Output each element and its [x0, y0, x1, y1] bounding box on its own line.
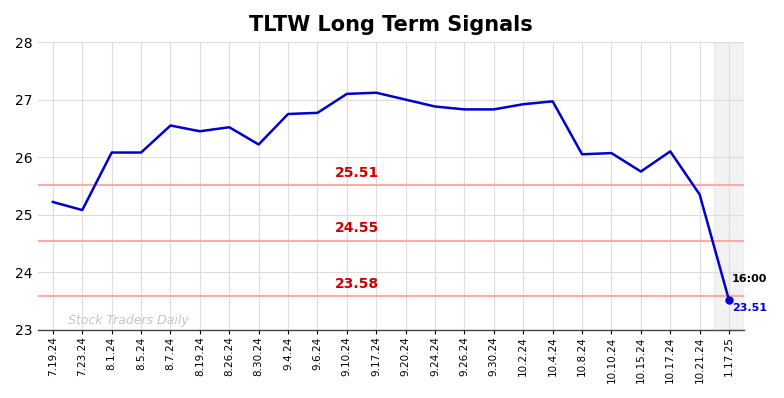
- Title: TLTW Long Term Signals: TLTW Long Term Signals: [249, 15, 533, 35]
- Text: 23.58: 23.58: [335, 277, 379, 291]
- Text: 24.55: 24.55: [335, 221, 379, 235]
- Bar: [714, 42, 744, 330]
- Text: 23.51: 23.51: [732, 303, 767, 313]
- Text: Stock Traders Daily: Stock Traders Daily: [67, 314, 188, 327]
- Text: 16:00: 16:00: [732, 274, 768, 284]
- Text: 25.51: 25.51: [335, 166, 379, 180]
